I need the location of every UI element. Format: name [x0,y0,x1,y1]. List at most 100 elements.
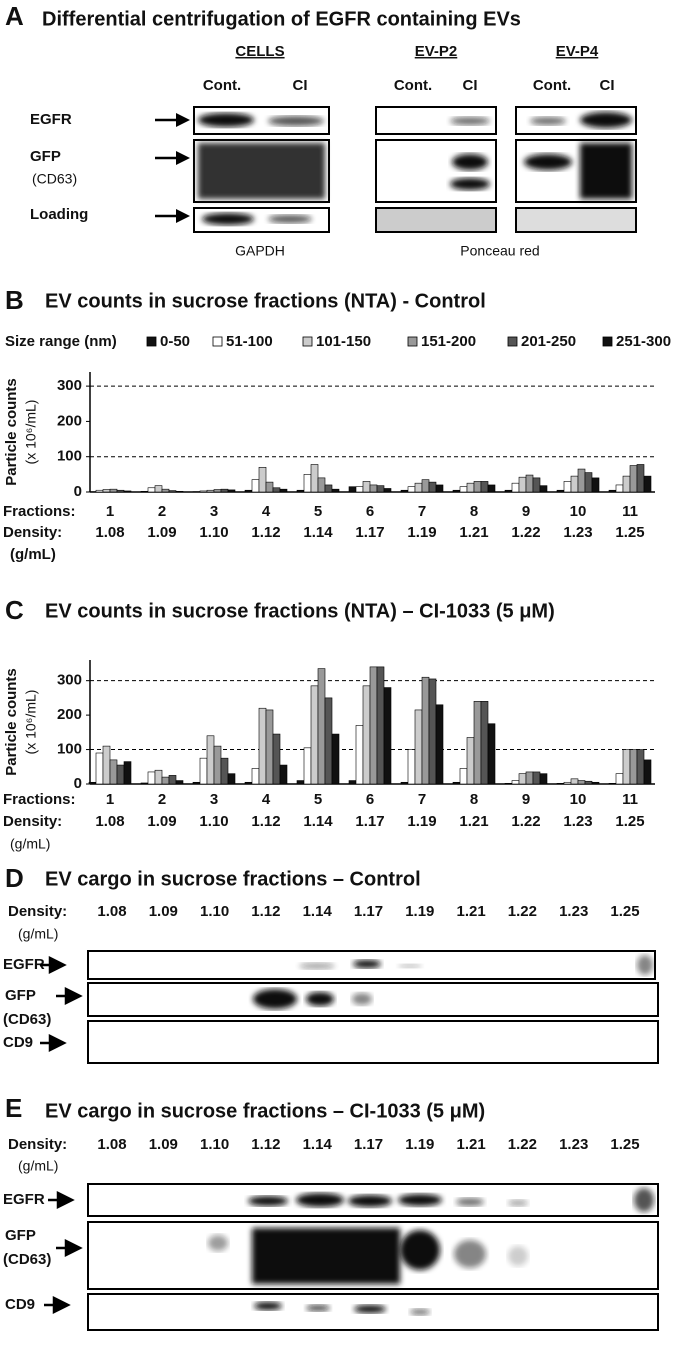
bar [622,475,631,493]
bar [421,676,430,785]
bar [518,773,527,785]
bar [348,780,357,785]
bar [504,783,513,785]
y-tick-label: 100 [57,448,82,465]
bar [95,489,104,493]
bar [206,735,215,785]
row-sublabel: (CD63) [3,1251,51,1268]
density-value: 1.22 [508,1136,537,1153]
bar [279,488,288,493]
bar [147,771,156,785]
x-tick-label: 10 [570,791,587,808]
density-value: 1.22 [511,813,540,830]
bar [369,484,378,493]
bar [636,464,645,493]
bar [480,701,489,785]
panel-title: Differential centrifugation of EGFR cont… [42,8,521,30]
lane-label: CI [463,77,478,94]
bar [570,475,579,493]
density-unit: (g/mL) [18,1158,58,1174]
density-label: Density: [3,524,62,541]
blots [193,106,637,233]
bar [161,776,170,785]
bar [109,488,118,493]
row-label: CD9 [3,1034,33,1051]
bar [355,486,364,493]
bar [511,482,520,493]
x-tick-label: 1 [106,503,114,520]
legend-label: 51-100 [226,333,273,350]
x-tick-label: 2 [158,791,166,808]
x-tick-label: 10 [570,503,587,520]
density-value: 1.14 [303,813,333,830]
bar [199,757,208,785]
density-value: 1.09 [147,813,176,830]
group-name: EV-P2 [415,43,458,60]
bar [168,490,177,493]
blots [40,950,659,1064]
density-value: 1.25 [610,903,639,920]
arrows [155,113,190,223]
category-axis-label: Fractions: [3,503,76,520]
bar [154,769,163,785]
bar [452,489,461,493]
density-value: 1.23 [563,524,592,541]
bar [362,481,371,493]
bar [303,747,312,785]
y-tick-label: 200 [57,412,82,429]
bar [556,783,565,785]
lane-label: Cont. [394,77,432,94]
bar [227,489,236,493]
density-value: 1.19 [407,813,436,830]
lane-label: CI [600,77,615,94]
legend-swatch [507,336,518,347]
legend-swatch [146,336,157,347]
blot-caption: Ponceau red [460,243,539,259]
bar [123,490,132,493]
chart-title: EV counts in sucrose fractions (NTA) – C… [45,600,555,622]
panel-letter: C [5,595,24,625]
bar [435,704,444,785]
legend-swatch [407,336,418,347]
bar [473,481,482,493]
bar [473,701,482,785]
bar [362,685,371,785]
bar [251,768,260,785]
density-label: Density: [8,1136,67,1153]
bar [487,484,496,493]
bar [539,773,548,785]
bar [383,687,392,785]
row-label: EGFR [3,956,45,973]
density-value: 1.08 [95,813,124,830]
bar [591,781,600,785]
bar [643,759,652,785]
lane-label: CI [293,77,308,94]
bar [116,764,125,785]
bar [147,487,156,493]
bar [459,768,468,785]
bar [161,488,170,493]
bar [123,761,132,785]
bar [525,771,534,785]
bar [220,757,229,785]
panel-title: EV cargo in sucrose fractions – Control [45,868,421,890]
x-tick-label: 9 [522,791,530,808]
y-axis-unit: (x 10⁶/mL) [23,400,39,465]
legend-label: 251-300 [616,333,671,350]
row-label: GFP [5,1227,36,1244]
density-value: 1.14 [303,1136,333,1153]
bar [88,781,97,785]
bar [109,759,118,785]
bar [376,666,385,785]
bar [331,488,340,493]
density-value: 1.09 [147,524,176,541]
density-value: 1.17 [354,1136,383,1153]
bar [355,725,364,785]
bar [369,666,378,785]
x-tick-label: 9 [522,503,530,520]
x-tick-label: 8 [470,503,478,520]
bar [636,749,645,785]
row-label: EGFR [30,111,72,128]
bar [608,783,617,785]
bar [428,678,437,785]
